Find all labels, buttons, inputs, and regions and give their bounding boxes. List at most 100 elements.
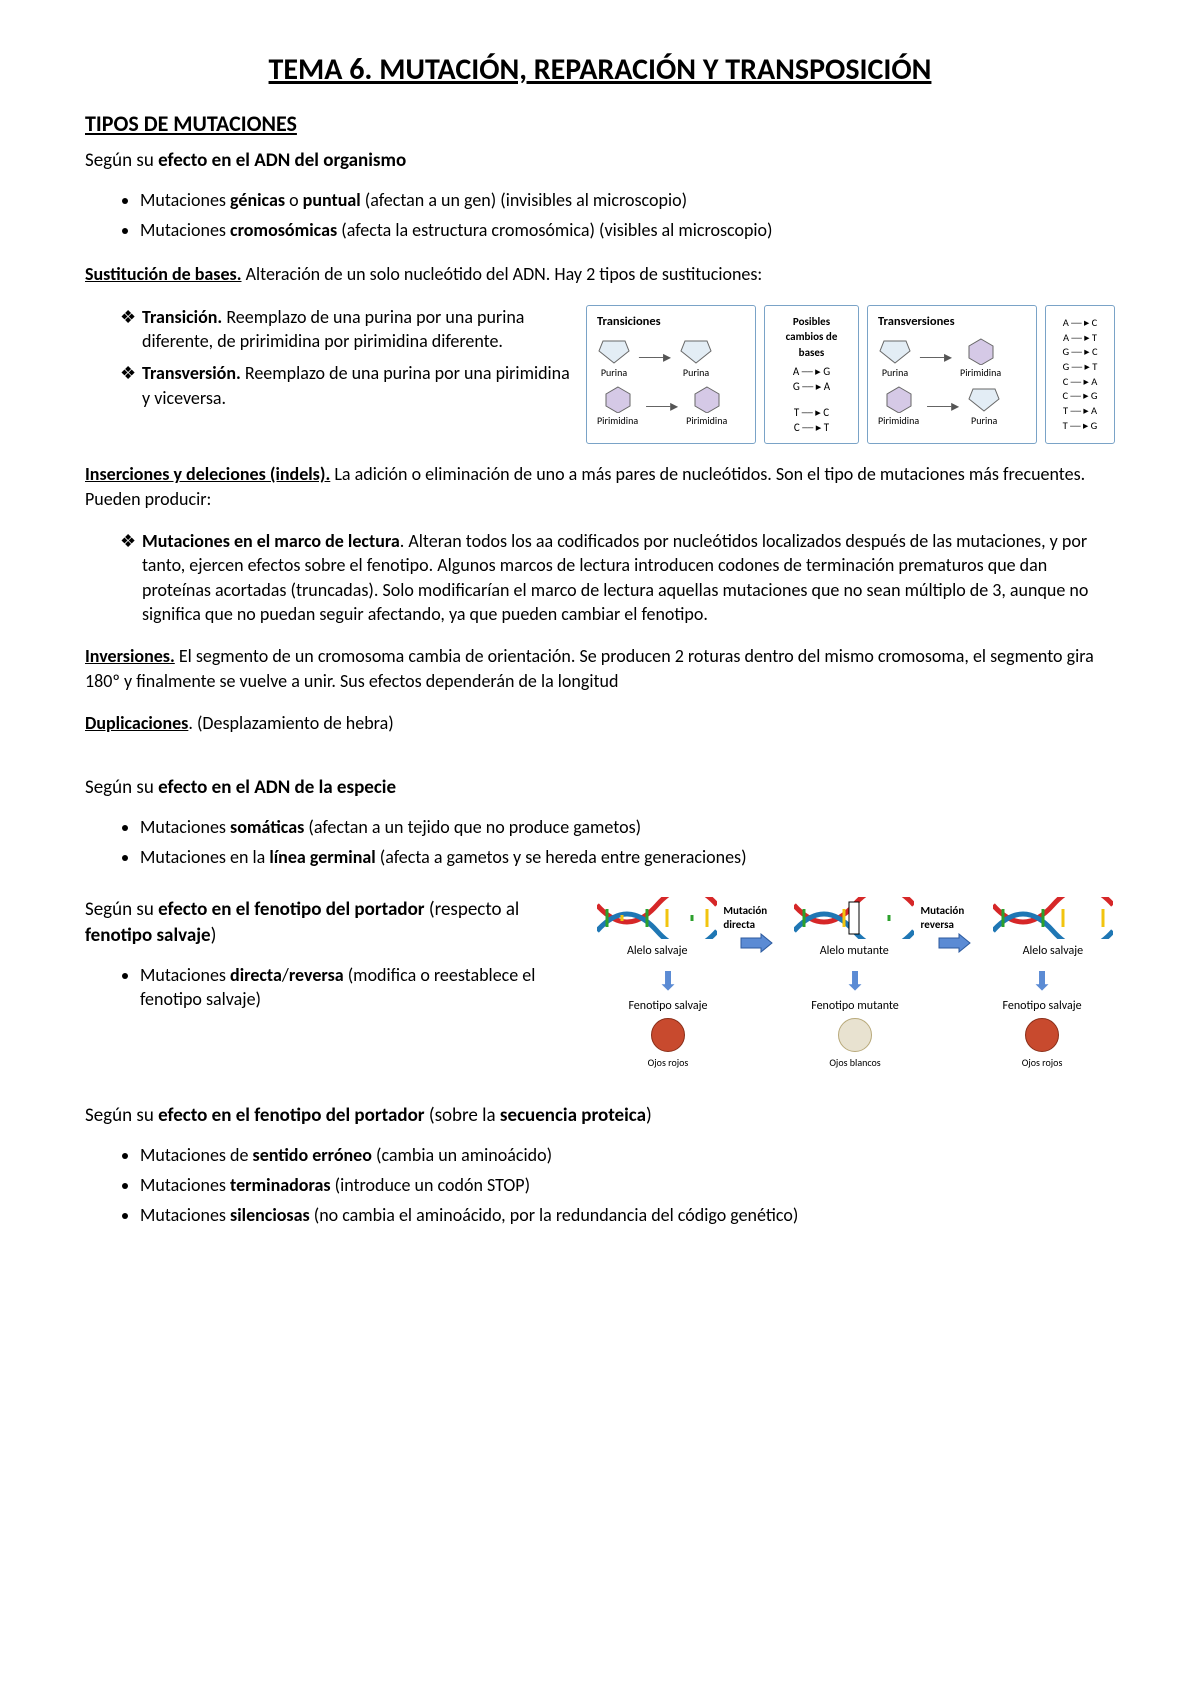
text: ) (646, 1104, 652, 1127)
eye-red-icon (1025, 1018, 1059, 1052)
mutation-direction-diagram: Alelo salvaje Mutación directa Alelo mut… (595, 897, 1115, 1077)
label: Ojos blancos (829, 1056, 880, 1070)
subsection-fenotipo-portador: Según su efecto en el fenotipo del porta… (85, 897, 580, 948)
conversion-line: T ── ▸ G (1063, 419, 1098, 434)
bullet-list-proteica: Mutaciones de sentido erróneo (cambia un… (85, 1143, 1115, 1228)
text: Según su (85, 149, 158, 172)
shape-label: Purina (882, 366, 908, 380)
label: Mutación directa (723, 904, 788, 934)
text: Alteración de un solo nucleótido del ADN… (242, 263, 763, 285)
text: . (Desplazamiento de hebra) (188, 712, 393, 734)
dna-helix-icon (993, 897, 1113, 939)
arrow-right-icon (739, 933, 773, 953)
conversion-line: A ── ▸ G (793, 364, 830, 379)
diamond-list-marco: Mutaciones en el marco de lectura. Alter… (85, 529, 1115, 626)
conversion-line: A ── ▸ C (1063, 316, 1098, 331)
arrow-icon: ───▸ (639, 347, 671, 369)
text-bold: efecto en el ADN de la especie (158, 776, 396, 799)
list-item: Mutaciones génicas o puntual (afectan a … (140, 188, 1115, 212)
shape-label: Pirimidina (960, 366, 1001, 380)
label: Inversiones. (85, 645, 175, 667)
text-bold: sentido erróneo (253, 1144, 372, 1166)
list-item: Mutaciones cromosómicas (afecta la estru… (140, 218, 1115, 242)
text: Mutaciones de (140, 1144, 253, 1166)
text-bold: cromosómicas (230, 219, 337, 241)
dna-helix-icon (597, 897, 717, 939)
text: Mutaciones (140, 219, 230, 241)
bullet-list-directa-reversa: Mutaciones directa/reversa (modifica o r… (85, 963, 580, 1012)
shape-label: Pirimidina (878, 414, 919, 428)
text: Mutaciones (140, 1204, 230, 1226)
shape-label: Pirimidina (597, 414, 638, 428)
bullet-list-organismo: Mutaciones génicas o puntual (afectan a … (85, 188, 1115, 243)
arrow-right-icon (937, 933, 971, 953)
bullet-list-especie: Mutaciones somáticas (afectan a un tejid… (85, 815, 1115, 870)
text-bold: directa (230, 964, 282, 986)
text-bold: terminadoras (230, 1174, 331, 1196)
text: ) (211, 924, 217, 947)
box-title: Transversiones (878, 314, 1026, 331)
arrow-icon: ───▸ (927, 396, 959, 418)
shape-label: Purina (971, 414, 997, 428)
text: (respecto al (425, 898, 520, 921)
page-title: TEMA 6. MUTACIÓN, REPARACIÓN Y TRANSPOSI… (85, 50, 1115, 91)
purine-icon (597, 337, 631, 365)
text-bold: Transición. (142, 306, 222, 328)
text: (afecta a gametos y se hereda entre gene… (376, 846, 747, 868)
subsection-secuencia-proteica: Según su efecto en el fenotipo del porta… (85, 1103, 1115, 1129)
label: Inserciones y deleciones (indels). (85, 463, 330, 485)
arrow-down-icon: ⬇ (657, 968, 679, 994)
conversion-line: G ── ▸ C (1062, 345, 1097, 360)
mutation-arrow: Mutación reversa (920, 904, 986, 954)
arrow-down-icon: ⬇ (844, 968, 866, 994)
dna-helix-icon (794, 897, 914, 939)
substitution-diagram: Transiciones Purina ───▸ Purina P (586, 305, 1115, 445)
shape-label: Pirimidina (686, 414, 727, 428)
text-bold: silenciosas (230, 1204, 310, 1226)
text: Mutaciones en la (140, 846, 269, 868)
label: Alelo mutante (820, 943, 889, 959)
purine-icon (878, 337, 912, 365)
list-item: Mutaciones somáticas (afectan a un tejid… (140, 815, 1115, 839)
label: Ojos rojos (1022, 1056, 1063, 1070)
section-heading-tipos: TIPOS DE MUTACIONES (85, 109, 1115, 139)
purine-icon (967, 385, 1001, 413)
list-item: Mutaciones terminadoras (introduce un co… (140, 1173, 1115, 1197)
mutation-arrow: Mutación directa (723, 904, 788, 954)
text: (introduce un codón STOP) (331, 1174, 531, 1196)
conversion-line: G ── ▸ A (793, 379, 830, 394)
arrow-icon: ───▸ (646, 396, 678, 418)
label: Alelo salvaje (1023, 943, 1084, 959)
text: Según su (85, 1104, 158, 1127)
text: (afecta la estructura cromosómica) (visi… (337, 219, 772, 241)
text-bold: efecto en el ADN del organismo (158, 149, 406, 172)
pyrimidine-icon (692, 385, 722, 413)
pyrimidine-icon (884, 385, 914, 413)
shape-label: Purina (601, 366, 627, 380)
list-item: Mutaciones silenciosas (no cambia el ami… (140, 1203, 1115, 1227)
text-bold: efecto en el fenotipo del portador (158, 1104, 424, 1127)
text-bold: línea germinal (269, 846, 375, 868)
label: Alelo salvaje (627, 943, 688, 959)
pyrimidine-icon (603, 385, 633, 413)
conversion-line: C ── ▸ A (1063, 375, 1098, 390)
text-bold: génicas (230, 189, 285, 211)
text: (afectan a un gen) (invisibles al micros… (361, 189, 687, 211)
text: o (285, 189, 303, 211)
para-duplicaciones: Duplicaciones. (Desplazamiento de hebra) (85, 711, 1115, 735)
label: Mutación reversa (920, 904, 986, 934)
label: Fenotipo salvaje (1003, 998, 1082, 1014)
label: Fenotipo mutante (811, 998, 899, 1014)
text: Mutaciones (140, 1174, 230, 1196)
text: (sobre la (425, 1104, 500, 1127)
subsection-organismo: Según su efecto en el ADN del organismo (85, 148, 1115, 174)
text: Mutaciones (140, 816, 230, 838)
text: Según su (85, 898, 158, 921)
text: / (282, 964, 289, 986)
subsection-especie: Según su efecto en el ADN de la especie (85, 775, 1115, 801)
label: Ojos rojos (648, 1056, 689, 1070)
conversion-line: A ── ▸ T (1063, 331, 1097, 346)
arrow-down-icon: ⬇ (1031, 968, 1053, 994)
shape-label: Purina (683, 366, 709, 380)
text-bold: Transversión. (142, 362, 241, 384)
